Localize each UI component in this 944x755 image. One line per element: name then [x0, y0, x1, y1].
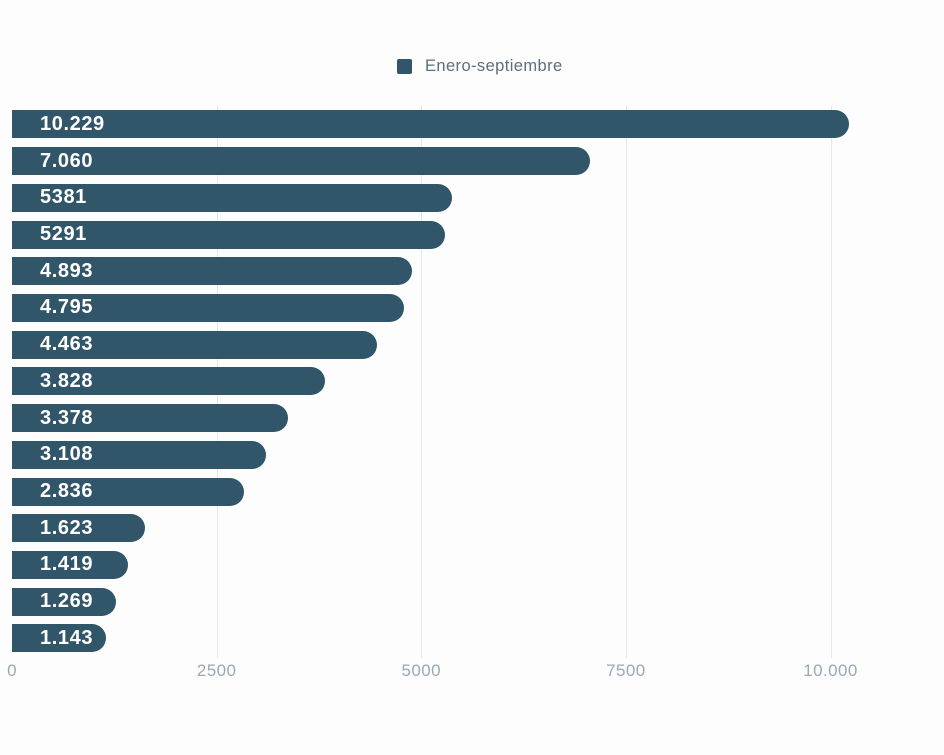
- bar-value-label: 3.378: [40, 406, 94, 429]
- legend-swatch-icon: [397, 59, 412, 74]
- bar: 7.060: [12, 147, 590, 176]
- bar-row: 4.795: [12, 290, 932, 327]
- bar-value-label: 2.836: [40, 480, 94, 503]
- bar: 1.419: [12, 550, 129, 579]
- chart-legend: Enero-septiembre: [397, 57, 563, 76]
- x-axis-tick-label: 2500: [196, 661, 237, 680]
- bar: 5291: [12, 220, 446, 249]
- bar: 5381: [12, 183, 453, 212]
- bar: 4.893: [12, 257, 413, 286]
- bar-value-label: 5381: [40, 186, 87, 209]
- bar-value-label: 4.893: [40, 259, 94, 282]
- bar-row: 5291: [12, 216, 932, 253]
- bar-row: 10.229: [12, 106, 932, 143]
- plot-area: 10.229 7.060 5381 5291 4.893 4.795 4.463 3.828 3…: [12, 106, 932, 658]
- gridline: [830, 106, 832, 658]
- x-axis-tick-label: 10.000: [803, 661, 858, 680]
- bar-row: 7.060: [12, 143, 932, 180]
- legend-label: Enero-septiembre: [425, 57, 563, 75]
- bar-value-label: 3.108: [40, 443, 94, 466]
- bar-row: 2.836: [12, 473, 932, 510]
- x-axis: 0 2500 5000 7500 10.000: [7, 661, 932, 685]
- bar: 1.143: [12, 624, 106, 653]
- bar: 1.623: [12, 514, 145, 543]
- gridline: [421, 106, 423, 658]
- bar-row: 3.378: [12, 400, 932, 437]
- bar-row: 1.143: [12, 620, 932, 657]
- bar: 1.269: [12, 587, 116, 616]
- bar-value-label: 1.143: [40, 626, 94, 649]
- bar: 4.795: [12, 293, 405, 322]
- bar-value-label: 10.229: [40, 112, 105, 135]
- bar-value-label: 4.795: [40, 296, 94, 319]
- bar-row: 1.419: [12, 547, 932, 584]
- bar: 3.378: [12, 404, 289, 433]
- bar-row: 4.463: [12, 326, 932, 363]
- bar-row: 4.893: [12, 253, 932, 290]
- bar-value-label: 3.828: [40, 369, 94, 392]
- bar-value-label: 1.419: [40, 553, 94, 576]
- x-axis-tick-label: 5000: [401, 661, 441, 680]
- bar-row: 1.269: [12, 583, 932, 620]
- bar-value-label: 7.060: [40, 149, 94, 172]
- bar-row: 3.108: [12, 436, 932, 473]
- bar-value-label: 4.463: [40, 333, 94, 356]
- bar: 2.836: [12, 477, 245, 506]
- bar: 3.108: [12, 440, 267, 469]
- x-axis-tick-label: 0: [7, 661, 17, 680]
- bar-value-label: 1.623: [40, 516, 94, 539]
- bar-value-label: 1.269: [40, 590, 94, 613]
- bar: 10.229: [12, 110, 850, 139]
- bar-row: 1.623: [12, 510, 932, 547]
- bar: 4.463: [12, 330, 378, 359]
- x-axis-tick-label: 7500: [606, 661, 646, 680]
- bar-row: 3.828: [12, 363, 932, 400]
- bar-rows: 10.229 7.060 5381 5291 4.893 4.795 4.463 3.828 3…: [12, 106, 932, 657]
- bar-row: 5381: [12, 179, 932, 216]
- bar: 3.828: [12, 367, 326, 396]
- gridline: [625, 106, 627, 658]
- bar-value-label: 5291: [40, 223, 87, 246]
